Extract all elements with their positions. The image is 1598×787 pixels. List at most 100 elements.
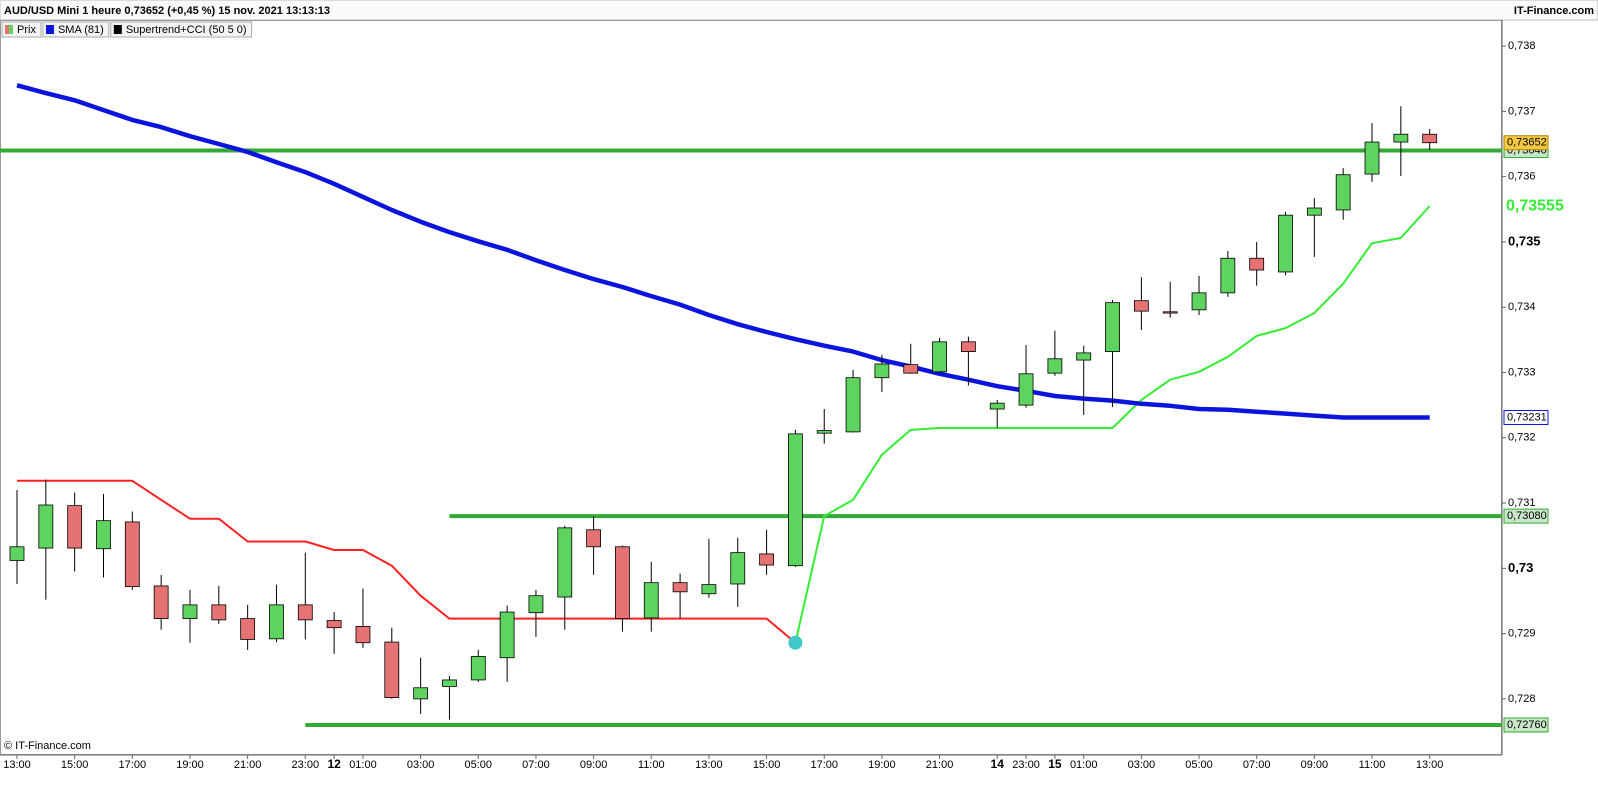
legend-item: Prix <box>1 21 42 38</box>
x-tick-label: 21:00 <box>234 759 262 771</box>
supertrend-line <box>17 479 797 644</box>
candle-body <box>1306 207 1322 216</box>
candle-body <box>788 433 803 567</box>
candle-body <box>845 377 861 433</box>
candle-body <box>672 582 688 593</box>
y-tick-label: 0,729 <box>1508 627 1536 639</box>
legend-label: Prix <box>17 24 36 36</box>
candle-body <box>615 546 630 619</box>
x-tick-label: 17:00 <box>810 759 838 771</box>
legend-item: Supertrend+CCI (50 5 0) <box>110 21 253 38</box>
candle-body <box>9 546 25 561</box>
supertrend-line <box>794 205 1431 643</box>
sma-label: 0,73231 <box>1507 411 1547 423</box>
candle-body <box>1162 311 1178 314</box>
legend-icon <box>45 25 54 34</box>
x-tick-label: 15:00 <box>753 759 781 771</box>
x-tick-label: 13:00 <box>1416 759 1444 771</box>
candle-body <box>586 529 601 548</box>
chart-title: AUD/USD Mini 1 heure 0,73652 (+0,45 %) 1… <box>4 5 330 17</box>
last-price-label-box <box>1503 135 1549 151</box>
footer: © IT-Finance.com <box>4 740 91 752</box>
x-tick-label: 11:00 <box>1359 759 1386 771</box>
level-label-box <box>1503 508 1549 524</box>
candle-body <box>38 504 54 549</box>
legend-box <box>110 21 253 38</box>
y-tick-label: 0,733 <box>1508 366 1536 378</box>
x-tick-label: 03:00 <box>407 759 435 771</box>
x-tick-label: 15 <box>1048 757 1062 771</box>
candle-body <box>355 626 371 644</box>
candle-body <box>1047 358 1063 374</box>
candle-body <box>499 611 515 659</box>
candle-body <box>1220 257 1236 294</box>
legend-box <box>42 21 110 38</box>
brand: IT-Finance.com <box>1514 5 1594 17</box>
x-tick-label: 23:00 <box>292 759 320 771</box>
y-tick-label: 0,73 <box>1508 560 1533 575</box>
level-label-box <box>1503 717 1549 733</box>
legend-icon <box>113 25 122 34</box>
sma-label-box <box>1503 410 1549 426</box>
candle-body <box>528 595 544 614</box>
x-tick-label: 01:00 <box>349 759 377 771</box>
candle-body <box>1422 133 1438 144</box>
y-tick-label: 0,732 <box>1508 432 1536 444</box>
x-tick-label: 19:00 <box>868 759 896 771</box>
x-tick-label: 19:00 <box>176 759 204 771</box>
x-tick-label: 15:00 <box>61 759 89 771</box>
y-tick-label: 0,728 <box>1508 693 1536 705</box>
candle-body <box>903 364 919 374</box>
candle-body <box>557 527 573 598</box>
candle-body <box>1018 373 1034 406</box>
x-tick-label: 23:00 <box>1012 759 1040 771</box>
candle-body <box>413 687 429 700</box>
candle-body <box>1335 174 1351 211</box>
candle-body <box>442 679 457 687</box>
candle-body <box>124 521 140 587</box>
candle-body <box>643 582 659 619</box>
candle-body <box>1133 300 1149 312</box>
x-tick-label: 09:00 <box>1301 759 1329 771</box>
sma-line <box>16 83 1430 420</box>
candle-body <box>759 553 774 566</box>
last-price-label: 0,73652 <box>1507 137 1547 149</box>
x-tick-label: 05:00 <box>465 759 493 771</box>
y-tick-label: 0,736 <box>1508 171 1536 183</box>
candle-body <box>297 604 313 621</box>
x-tick-label: 03:00 <box>1128 759 1156 771</box>
supertrend-label: 0,73555 <box>1506 197 1564 214</box>
candle-body <box>211 604 227 621</box>
y-tick-label: 0,735 <box>1508 233 1541 248</box>
y-tick-label: 0,738 <box>1508 40 1536 52</box>
candle-body <box>182 604 198 619</box>
x-tick-label: 21:00 <box>926 759 954 771</box>
legend-label: Supertrend+CCI (50 5 0) <box>126 24 247 36</box>
y-tick-label: 0,734 <box>1508 301 1536 313</box>
candle-body <box>1364 141 1380 175</box>
y-tick-label: 0,731 <box>1508 497 1536 509</box>
candle-body <box>989 402 1005 410</box>
x-tick-label: 05:00 <box>1185 759 1213 771</box>
x-tick-label: 11:00 <box>638 759 665 771</box>
candle-body <box>1278 214 1293 273</box>
y-tick-label: 0,737 <box>1508 105 1536 117</box>
x-tick-label: 07:00 <box>1243 759 1271 771</box>
candle-body <box>1249 257 1265 271</box>
legend-icon <box>5 25 9 34</box>
candle-body <box>470 656 486 681</box>
candle-body <box>326 620 342 629</box>
level-label: 0,72760 <box>1507 719 1547 731</box>
x-tick-label: 17:00 <box>119 759 147 771</box>
x-tick-label: 12 <box>327 757 341 771</box>
candle-body <box>960 341 976 352</box>
x-tick-label: 13:00 <box>3 759 31 771</box>
x-tick-label: 09:00 <box>580 759 608 771</box>
candle-body <box>874 363 890 379</box>
signal-dot <box>788 635 803 650</box>
candle-body <box>1076 352 1092 361</box>
candle-body <box>384 641 400 698</box>
x-tick-label: 13:00 <box>695 759 723 771</box>
